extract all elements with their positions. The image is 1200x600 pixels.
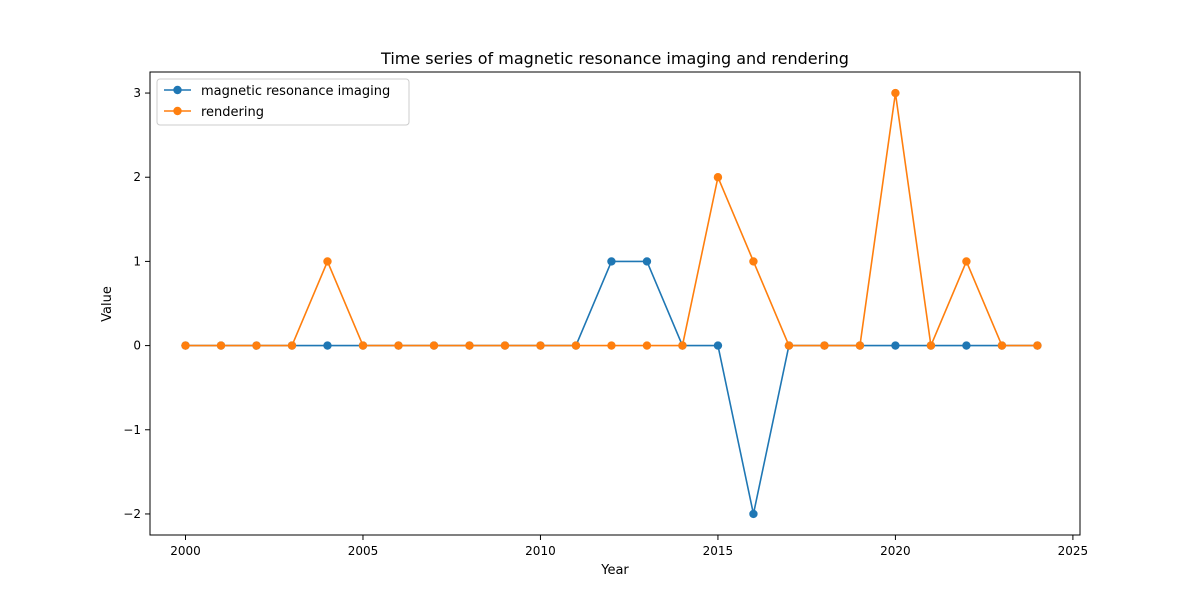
data-point	[1033, 341, 1042, 350]
legend-box	[156, 78, 410, 126]
plot-frame	[149, 71, 1081, 536]
y-axis-label: Value	[100, 286, 115, 322]
data-point	[749, 257, 758, 266]
data-point	[926, 341, 936, 350]
data-point	[465, 341, 474, 350]
data-point	[713, 341, 723, 350]
data-point	[713, 173, 723, 182]
x-tick-label: 2000	[170, 544, 201, 558]
data-point	[216, 341, 226, 350]
data-point	[394, 341, 403, 350]
legend-marker	[173, 85, 182, 95]
data-point	[962, 257, 971, 266]
plot-area	[149, 71, 1081, 536]
y-tick-label: −1	[123, 423, 141, 437]
chart-title: Time series of magnetic resonance imagin…	[380, 49, 849, 68]
x-axis-label: Year	[600, 563, 629, 578]
data-point	[429, 341, 439, 350]
data-point	[536, 341, 545, 350]
data-point	[323, 341, 332, 350]
x-axis: 2000 2005 2010 2015 2020 2025	[170, 535, 1088, 558]
legend-label: rendering	[201, 105, 264, 120]
data-point	[287, 341, 297, 350]
data-point	[323, 257, 332, 266]
x-tick-label: 2020	[880, 544, 911, 558]
data-point	[642, 341, 652, 350]
data-point	[784, 341, 794, 350]
data-point	[962, 341, 971, 350]
data-point	[891, 88, 900, 98]
y-tick-label: −2	[123, 507, 141, 521]
x-tick-label: 2005	[348, 544, 379, 558]
data-point	[358, 341, 368, 350]
series-2	[181, 88, 1042, 350]
data-point	[571, 341, 581, 350]
x-tick-label: 2010	[525, 544, 556, 558]
data-point	[181, 341, 190, 350]
data-point	[678, 341, 687, 350]
y-tick-label: 2	[133, 170, 141, 184]
data-point	[820, 341, 829, 350]
data-point	[997, 341, 1007, 350]
data-point	[500, 341, 510, 350]
data-point	[855, 341, 865, 350]
data-point	[607, 257, 616, 266]
data-point	[749, 509, 758, 519]
legend: magnetic resonance imaging rendering	[156, 78, 410, 126]
data-point	[252, 341, 261, 350]
y-axis: −2 −1 0 1 2 3	[123, 86, 150, 521]
y-tick-label: 3	[133, 86, 141, 100]
legend-label: magnetic resonance imaging	[201, 84, 390, 99]
x-tick-label: 2015	[703, 544, 734, 558]
data-point	[891, 341, 900, 350]
series-layer	[181, 88, 1042, 519]
y-tick-label: 0	[133, 339, 141, 353]
data-point	[642, 257, 652, 266]
y-tick-label: 1	[133, 254, 141, 268]
data-point	[607, 341, 616, 350]
x-tick-label: 2025	[1058, 544, 1089, 558]
legend-marker	[173, 106, 182, 116]
